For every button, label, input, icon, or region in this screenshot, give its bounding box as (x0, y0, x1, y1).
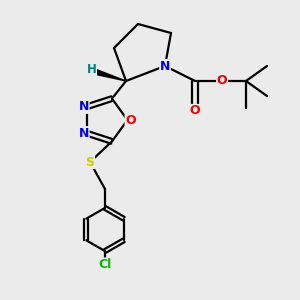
Text: N: N (79, 100, 89, 113)
Text: O: O (125, 113, 136, 127)
Text: H: H (87, 62, 96, 76)
Text: O: O (217, 74, 227, 88)
Text: O: O (190, 104, 200, 118)
Text: N: N (79, 127, 89, 140)
Text: N: N (160, 59, 170, 73)
Text: Cl: Cl (98, 258, 112, 271)
Text: S: S (85, 155, 94, 169)
Polygon shape (95, 70, 126, 81)
